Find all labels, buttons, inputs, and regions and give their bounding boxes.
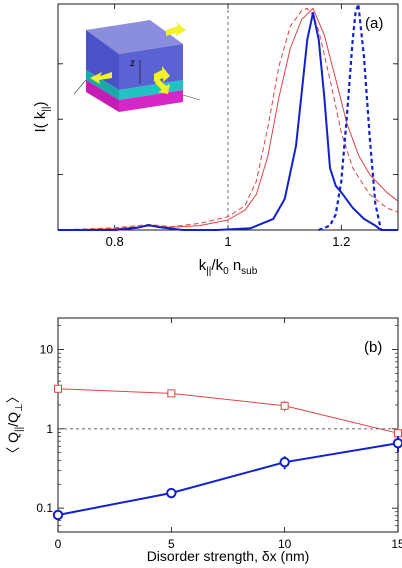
arrow-icon bbox=[90, 72, 112, 84]
slab-top bbox=[86, 20, 183, 54]
series-line-0 bbox=[57, 388, 399, 434]
data-point-square bbox=[280, 401, 289, 410]
data-point-circle bbox=[52, 509, 64, 521]
inset-z-label: z bbox=[130, 58, 135, 69]
x-tick-label: 15 bbox=[391, 537, 402, 551]
panel-b-axes: 0 5 10 15 0.1 1 10 bbox=[36, 318, 402, 551]
data-point-circle bbox=[392, 437, 402, 449]
data-point-circle bbox=[279, 456, 290, 468]
panel-a-series bbox=[57, 2, 399, 232]
panel-a-xlabel: k||/k0 nsub bbox=[199, 257, 258, 277]
inset-structure: z bbox=[73, 20, 201, 112]
panel-b-xlabel: Disorder strength, δx (nm) bbox=[147, 548, 310, 564]
panel-a: 0.8 1 1.2 (a) I( k||) k||/k0 nsub z bbox=[32, 2, 399, 277]
series-line-1 bbox=[57, 7, 399, 231]
data-point-square bbox=[394, 429, 402, 438]
panel-a-ylabel: I( k||) bbox=[32, 101, 52, 132]
panel-b-label: (b) bbox=[364, 339, 382, 356]
data-point-circle bbox=[166, 487, 177, 499]
x-tick-label: 0 bbox=[55, 537, 62, 551]
x-tick-label: 1 bbox=[224, 234, 231, 249]
y-tick-label: 10 bbox=[40, 343, 54, 357]
arrow-icon bbox=[166, 22, 186, 36]
slab-side-magenta bbox=[119, 90, 183, 112]
arrow-icon bbox=[155, 78, 170, 94]
series-line-0 bbox=[57, 7, 399, 231]
inset-pointer bbox=[73, 79, 87, 95]
data-point-square bbox=[54, 384, 62, 393]
y-tick-label: 0.1 bbox=[36, 501, 53, 515]
panel-a-label: (a) bbox=[365, 15, 383, 32]
data-point-square bbox=[167, 389, 176, 398]
panel-b-ylabel: 〈 Q||/Q⊥〉 bbox=[5, 389, 25, 460]
series-line-1 bbox=[57, 442, 399, 516]
series-line-3 bbox=[318, 2, 383, 232]
panel-b-series bbox=[52, 384, 402, 521]
x-tick-label: 1.2 bbox=[332, 234, 350, 249]
panel-b: 0 5 10 15 0.1 1 10 (b) 〈 Q||/Q⊥〉 Disorder stre… bbox=[5, 317, 402, 564]
y-tick-label: 1 bbox=[46, 422, 53, 436]
slab-side-cyan bbox=[119, 80, 183, 100]
slab-front-magenta bbox=[86, 80, 119, 112]
inset-pointer bbox=[182, 94, 201, 101]
x-tick-label: 0.8 bbox=[106, 234, 124, 249]
x-tick-label: 5 bbox=[168, 537, 175, 551]
panel-b-frame bbox=[57, 317, 399, 533]
series-line-2 bbox=[58, 11, 398, 231]
x-tick-label: 10 bbox=[278, 537, 292, 551]
